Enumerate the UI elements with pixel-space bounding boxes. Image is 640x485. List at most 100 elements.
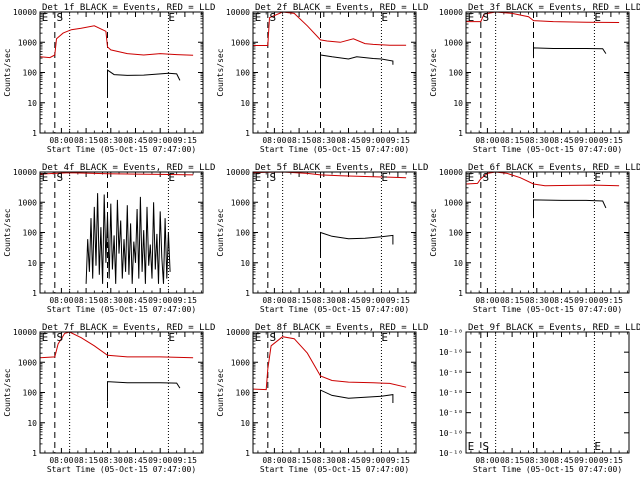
x-tick-label: 08:00 (49, 136, 73, 145)
event-marker-label: E (255, 171, 262, 184)
x-tick-label: 09:00 (574, 456, 598, 465)
x-tick-label: 08:45 (549, 456, 573, 465)
y-tick-label: 1000 (18, 198, 37, 207)
chart-panel-9: Det_9f BLACK = Events, RED = LLD 10⁻¹⁰ 10⁻… (439, 323, 640, 474)
x-tick-label: 08:30 (312, 136, 336, 145)
x-tick-label: 08:45 (123, 456, 147, 465)
event-marker-label: S (482, 11, 489, 24)
y-tick-label: 10000 (226, 8, 250, 17)
chart-title: Det_2f BLACK = Events, RED = LLD (255, 3, 428, 13)
x-axis-label: Start Time (05-Oct-15 07:47:00) (473, 465, 622, 474)
x-tick-label: 08:00 (262, 136, 286, 145)
event-marker-label: S (269, 171, 276, 184)
event-marker-label: E (381, 331, 388, 344)
y-tick-label: 10⁻¹⁰ (439, 389, 463, 398)
series-group (40, 332, 194, 402)
x-tick-label: 08:30 (99, 296, 123, 305)
x-tick-label: 09:00 (148, 136, 172, 145)
event-marker-label: S (269, 11, 276, 24)
series-group (253, 12, 407, 89)
event-marker-label: E (168, 331, 175, 344)
chart-panel-7: Det_7f BLACK = Events, RED = LLD 1 10 100 10… (3, 323, 215, 474)
x-tick-label: 08:45 (123, 296, 147, 305)
y-tick-label: 1 (32, 129, 37, 138)
x-tick-label: 08:00 (49, 296, 73, 305)
lld-rate-line (466, 172, 620, 187)
x-tick-label: 09:00 (148, 296, 172, 305)
x-tick-label: 09:15 (386, 456, 410, 465)
x-tick-label: 08:00 (262, 456, 286, 465)
plot-frame (39, 171, 204, 294)
x-tick-label: 09:15 (599, 296, 623, 305)
chart-panel-2: Det_2f BLACK = Events, RED = LLD 1 10 100 10… (216, 3, 428, 154)
y-tick-label: 10000 (13, 8, 37, 17)
x-tick-label: 08:45 (336, 136, 360, 145)
series-group (466, 12, 620, 59)
y-tick-label: 1000 (18, 38, 37, 47)
x-tick-label: 08:15 (74, 456, 98, 465)
x-tick-label: 09:00 (361, 136, 385, 145)
events-rate-line (107, 69, 181, 94)
y-tick-label: 10⁻¹⁰ (439, 368, 463, 377)
plot-frame (465, 171, 630, 294)
x-tick-label: 08:00 (475, 456, 499, 465)
plot-frame (465, 11, 630, 134)
y-tick-label: 10000 (226, 328, 250, 337)
y-tick-label: 10⁻¹⁰ (439, 449, 463, 458)
event-marker-label: E (42, 11, 49, 24)
x-axis-label: Start Time (05-Oct-15 07:47:00) (473, 305, 622, 314)
y-tick-label: 1 (245, 449, 250, 458)
y-tick-label: 1 (458, 289, 463, 298)
x-tick-label: 08:00 (475, 136, 499, 145)
x-tick-label: 08:00 (262, 296, 286, 305)
y-tick-label: 10 (240, 99, 250, 108)
y-tick-label: 10000 (439, 8, 463, 17)
plot-frame (252, 331, 417, 454)
events-rate-line (533, 199, 607, 219)
plot-frame (39, 11, 204, 134)
x-tick-label: 08:45 (123, 136, 147, 145)
plot-frame (39, 331, 204, 454)
series-group (253, 172, 407, 254)
y-tick-label: 100 (23, 69, 38, 78)
chart-title: Det_3f BLACK = Events, RED = LLD (468, 3, 640, 13)
x-tick-label: 08:45 (549, 296, 573, 305)
chart-title: Det_6f BLACK = Events, RED = LLD (468, 163, 640, 173)
chart-title: Det_5f BLACK = Events, RED = LLD (255, 163, 428, 173)
plot-frame (252, 11, 417, 134)
x-tick-label: 09:15 (173, 296, 197, 305)
y-axis-label: Counts/sec (3, 208, 12, 256)
chart-panel-5: Det_5f BLACK = Events, RED = LLD 1 10 100 10… (216, 163, 428, 314)
x-axis-label: Start Time (05-Oct-15 07:47:00) (47, 145, 196, 154)
x-tick-label: 09:15 (386, 136, 410, 145)
x-axis-label: Start Time (05-Oct-15 07:47:00) (260, 465, 409, 474)
x-tick-label: 08:45 (549, 136, 573, 145)
x-tick-label: 08:00 (475, 296, 499, 305)
y-tick-label: 1 (32, 449, 37, 458)
event-marker-label: S (56, 11, 63, 24)
y-tick-label: 100 (449, 229, 464, 238)
event-marker-label: E (42, 171, 49, 184)
x-tick-label: 09:00 (574, 136, 598, 145)
x-tick-label: 08:15 (287, 296, 311, 305)
events-rate-line (107, 381, 181, 402)
chart-panel-1: Det_1f BLACK = Events, RED = LLD 1 10 100 10… (3, 3, 215, 154)
y-tick-label: 10000 (13, 328, 37, 337)
x-tick-label: 09:15 (386, 296, 410, 305)
events-rate-line (320, 389, 394, 423)
x-tick-label: 09:15 (599, 456, 623, 465)
y-tick-label: 10 (27, 259, 37, 268)
x-tick-label: 08:45 (336, 296, 360, 305)
x-tick-label: 08:15 (500, 296, 524, 305)
x-tick-label: 08:30 (525, 136, 549, 145)
y-axis-label: Counts/sec (3, 48, 12, 96)
y-tick-label: 1000 (231, 358, 250, 367)
y-tick-label: 1000 (231, 38, 250, 47)
x-tick-label: 08:45 (336, 456, 360, 465)
x-axis-label: Start Time (05-Oct-15 07:47:00) (260, 305, 409, 314)
y-tick-label: 10 (27, 419, 37, 428)
x-tick-label: 08:30 (312, 296, 336, 305)
x-tick-label: 08:30 (525, 456, 549, 465)
events-rate-line (320, 231, 394, 254)
